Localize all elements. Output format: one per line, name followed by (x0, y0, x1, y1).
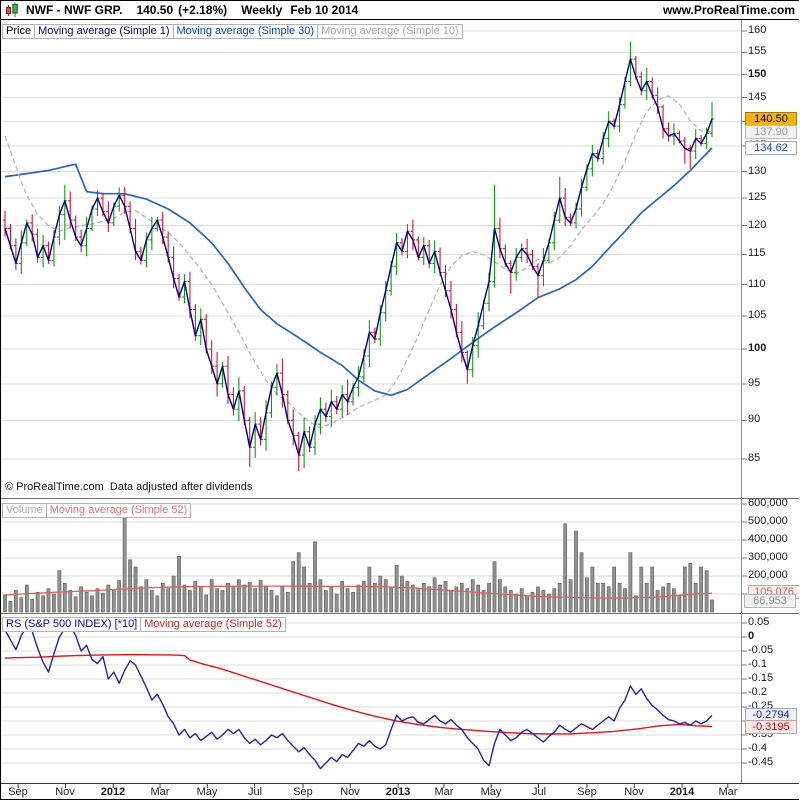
price-axis-tick-label: 105 (748, 309, 767, 321)
last-price-badge: 140.50 (745, 112, 797, 126)
timeframe-label[interactable]: Weekly (241, 3, 283, 17)
legend-item-ma1[interactable]: Moving average (Simple 1) (34, 24, 174, 39)
x-axis-tick-label: Nov (55, 786, 75, 798)
volume-axis-tick-label: 500,000 (748, 515, 788, 527)
x-axis-tick-label: Jul (247, 786, 263, 798)
price-change: (+2.18%) (178, 3, 228, 17)
price-axis-tick-label: 90 (748, 413, 761, 425)
price-axis-tick-label: 150 (748, 68, 767, 80)
x-axis-tick-label: Mar (434, 786, 454, 798)
x-axis-tick-label: Mar (718, 786, 738, 798)
volume-axis-tick-label: 200,000 (748, 569, 788, 581)
volume-axis-tick-label: 600,000 (748, 497, 788, 509)
header-bar: NWF - NWF GRP. 140.50 (+2.18%) Weekly Fe… (1, 1, 799, 20)
price-axis-tick-label: 120 (748, 219, 767, 231)
rs-ma-line[interactable] (4, 653, 713, 735)
instrument-title: NWF - NWF GRP. (26, 3, 123, 17)
ma30-value-badge: 134.62 (745, 141, 797, 155)
volume-bars[interactable] (3, 510, 714, 613)
x-axis-tick-label: Mar (150, 786, 170, 798)
rs-axis-tick-label: -0.15 (748, 672, 774, 684)
price-legend: Price Moving average (Simple 1) Moving ave… (2, 21, 463, 39)
rs-axis-tick-label: -0.2 (748, 686, 767, 698)
close-line[interactable] (4, 58, 713, 456)
price-axis-tick-label: 110 (748, 278, 766, 290)
legend-item-ma30[interactable]: Moving average (Simple 30) (172, 24, 319, 39)
rs-axis-tick-label: 0.05 (748, 616, 770, 628)
panel-frame (1, 20, 799, 788)
ma30-line[interactable] (4, 147, 713, 397)
legend-item-rs-ma52[interactable]: Moving average (Simple 52) (140, 617, 286, 632)
rs-ma-value-badge: -0.3195 (745, 720, 797, 734)
gridlines (1, 30, 741, 764)
price-axis-tick-label: 115 (748, 247, 766, 259)
x-axis-tick-label: 2012 (100, 786, 126, 798)
x-axis-tick-label: Sep (577, 786, 597, 798)
x-axis-tick-label: 2014 (669, 786, 695, 798)
rs-axis-tick-label: 0 (748, 630, 755, 642)
price-axis-tick-label: 85 (748, 452, 761, 464)
x-axis-tick-label: Sep (8, 786, 28, 798)
rs-line[interactable] (4, 625, 713, 770)
website-label: www.ProRealTime.com (662, 3, 795, 17)
volume-ma-line[interactable] (4, 585, 713, 599)
legend-item-vol-ma52[interactable]: Moving average (Simple 52) (45, 503, 192, 518)
x-axis-tick-label: Jul (531, 786, 547, 798)
rs-legend: RS (S&P 500 INDEX) [*10] Moving average (… (2, 614, 286, 632)
price-axis-tick-label: 130 (748, 165, 767, 177)
x-axis-tick-label: Sep (293, 786, 313, 798)
price-axis-tick-label: 155 (748, 45, 767, 57)
copyright-note: © ProRealTime.com Data adjusted after di… (5, 481, 253, 493)
date-label: Feb 10 2014 (290, 3, 359, 17)
price-axis-tick-label: 95 (748, 377, 761, 389)
price-axis-tick-label: 100 (748, 342, 767, 354)
rs-axis-tick-label: -0.4 (748, 742, 767, 754)
ma10-value-badge: 137.90 (745, 125, 797, 139)
legend-item-price[interactable]: Price (2, 24, 36, 39)
last-price: 140.50 (136, 3, 174, 17)
x-axis-tick-label: May (480, 786, 502, 798)
rs-axis-tick-label: -0.45 (748, 756, 774, 768)
volume-value-badge: 66,953 (744, 594, 796, 608)
legend-item-ma10[interactable]: Moving average (Simple 10) (317, 24, 463, 39)
candlestick-series[interactable] (2, 41, 715, 472)
legend-item-volume[interactable]: Volume (2, 503, 47, 518)
price-axis-tick-label: 145 (748, 91, 767, 103)
candlestick-logo-icon (5, 2, 20, 18)
volume-axis-tick-label: 300,000 (748, 551, 788, 563)
volume-axis-tick-label: 400,000 (748, 533, 788, 545)
price-axis-tick-label: 160 (748, 24, 767, 36)
rs-axis-tick-label: -0.05 (748, 644, 774, 656)
volume-legend: Volume Moving average (Simple 52) (2, 500, 192, 518)
x-axis-tick-label: 2013 (385, 786, 411, 798)
ma10-line[interactable] (4, 95, 713, 429)
price-axis-tick-label: 125 (748, 191, 767, 203)
rs-axis-tick-label: -0.1 (748, 658, 767, 670)
x-axis-tick-label: May (196, 786, 218, 798)
legend-item-rs[interactable]: RS (S&P 500 INDEX) [*10] (2, 617, 142, 632)
x-axis-tick-label: Nov (624, 786, 644, 798)
x-axis-tick-label: Nov (340, 786, 360, 798)
